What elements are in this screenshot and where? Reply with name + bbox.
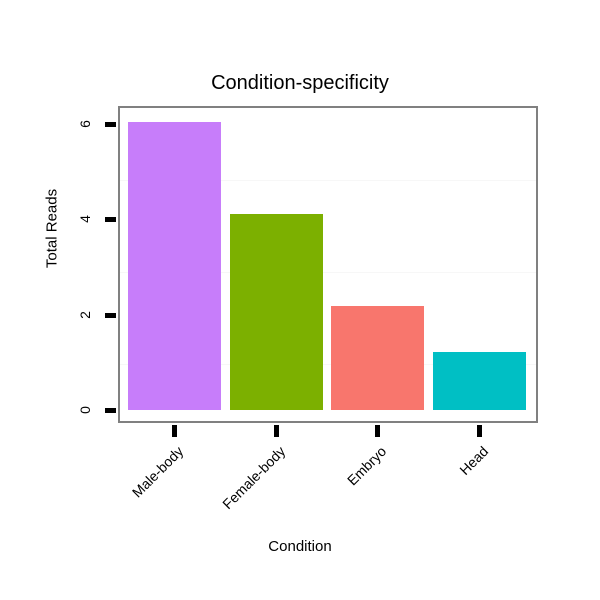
x-axis-title: Condition [268, 538, 332, 555]
x-tick-mark-male-body [172, 425, 177, 437]
bar-head[interactable] [433, 351, 526, 410]
plot-area [120, 108, 536, 421]
x-tick-mark-embryo [375, 425, 380, 437]
x-tick-label-male-body: Male-body [97, 443, 187, 532]
x-tick-mark-female-body [274, 425, 279, 437]
y-tick-mark-2 [105, 313, 116, 318]
x-tick-label-female-body-text: Female-body [219, 443, 289, 513]
bar-male-body[interactable] [128, 121, 221, 410]
x-tick-label-embryo: Embryo [300, 443, 389, 532]
gridline-minor-1 [120, 179, 536, 181]
x-tick-mark-head [477, 425, 482, 437]
y-tick-label-6: 6 [77, 120, 93, 128]
y-tick-mark-4 [105, 217, 116, 222]
x-tick-label-male-body-text: Male-body [128, 443, 187, 501]
y-axis-title: Total Reads [43, 188, 61, 269]
y-tick-mark-0 [105, 408, 116, 413]
x-tick-label-head: Head [402, 443, 491, 532]
gridline-minor-3 [120, 271, 536, 273]
x-tick-label-female-body: Female-body [199, 443, 288, 532]
x-tick-label-head-text: Head [456, 443, 492, 478]
x-tick-label-embryo-text: Embryo [343, 443, 390, 489]
bar-embryo[interactable] [331, 305, 424, 410]
bar-female-body[interactable] [230, 213, 323, 410]
y-tick-label-4: 4 [77, 215, 93, 223]
chart-title: Condition-specificity [211, 72, 389, 94]
plot-panel [118, 106, 538, 423]
y-tick-mark-6 [105, 122, 116, 127]
y-tick-label-0: 0 [77, 406, 93, 414]
gridline-minor-5 [120, 363, 536, 365]
y-tick-label-2: 2 [77, 311, 93, 319]
